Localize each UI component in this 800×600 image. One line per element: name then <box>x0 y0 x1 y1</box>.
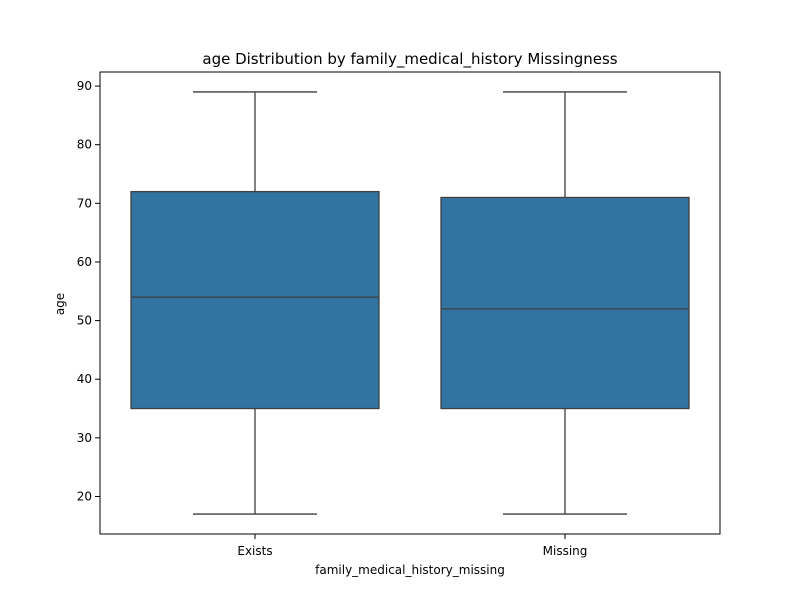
x-tick-label-exists: Exists <box>237 544 272 558</box>
y-tick-label-70: 70 <box>77 196 92 210</box>
x-axis-label: family_medical_history_missing <box>315 563 505 577</box>
chart-title: age Distribution by family_medical_histo… <box>202 50 617 69</box>
y-tick-label-50: 50 <box>77 314 92 328</box>
box-group-exists <box>130 91 380 515</box>
axes-frame <box>99 71 721 535</box>
plot-area: 20 30 40 50 60 70 80 90 Exists Missing <box>77 71 721 558</box>
box-missing <box>440 196 690 410</box>
box-group-missing <box>440 91 690 515</box>
x-tick-label-missing: Missing <box>543 544 588 558</box>
y-tick-label-60: 60 <box>77 255 92 269</box>
y-tick-label-80: 80 <box>77 138 92 152</box>
y-tick-label-40: 40 <box>77 372 92 386</box>
y-tick-label-90: 90 <box>77 79 92 93</box>
box-exists <box>130 190 380 410</box>
y-tick-label-20: 20 <box>77 489 92 503</box>
y-axis-label: age <box>53 293 67 315</box>
y-tick-label-30: 30 <box>77 431 92 445</box>
